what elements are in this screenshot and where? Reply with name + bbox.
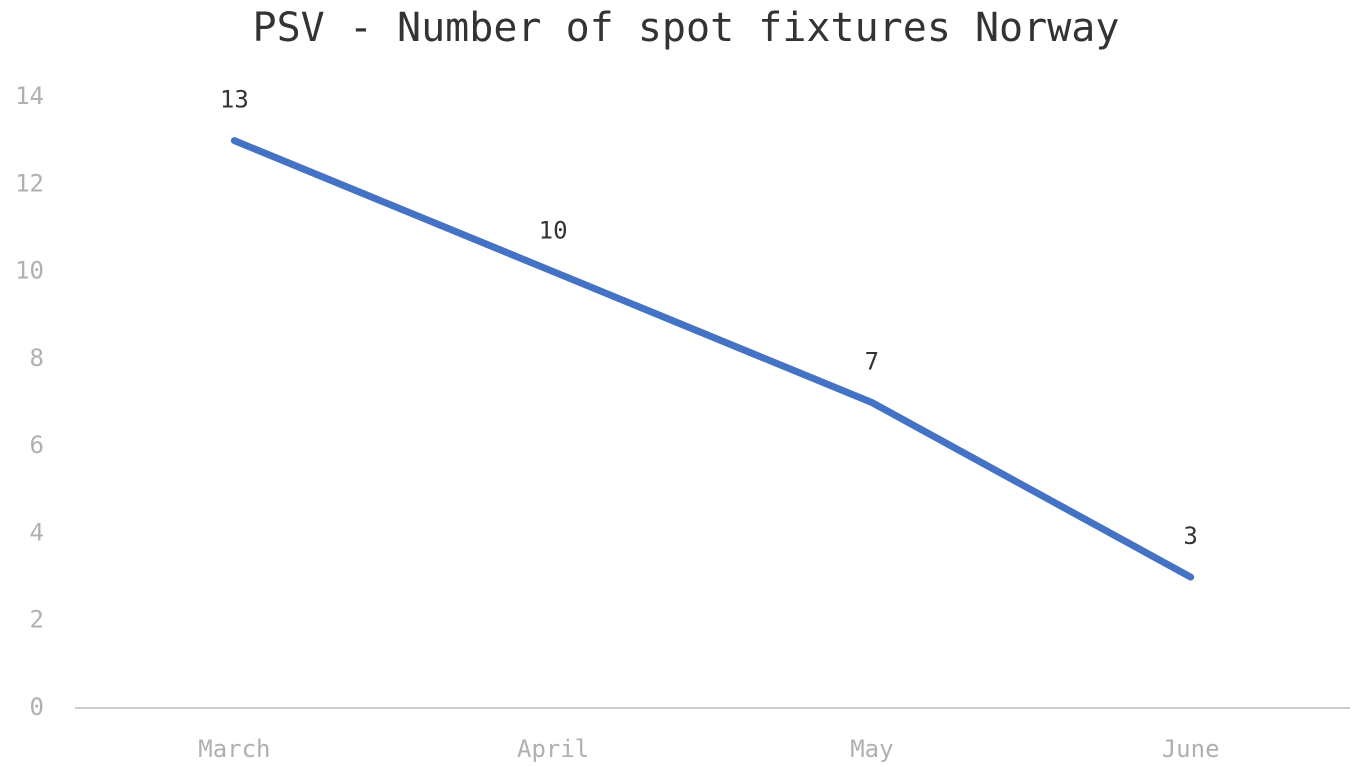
data-label: 3 [1183, 522, 1197, 550]
data-line [230, 137, 1195, 581]
y-tick-label: 14 [15, 82, 44, 110]
y-tick-label: 0 [30, 693, 44, 721]
data-label: 7 [865, 348, 879, 376]
y-tick-label: 12 [15, 169, 44, 197]
x-tick-label: April [517, 735, 589, 763]
y-tick-label: 6 [30, 431, 44, 459]
y-tick-label: 4 [30, 518, 44, 546]
data-label: 10 [539, 217, 568, 245]
y-tick-label: 2 [30, 606, 44, 634]
y-tick-label: 8 [30, 344, 44, 372]
x-tick-label: March [198, 735, 270, 763]
y-tick-label: 10 [15, 257, 44, 285]
x-tick-label: June [1162, 735, 1220, 763]
x-tick-label: May [850, 735, 893, 763]
chart-title: PSV - Number of spot fixtures Norway [253, 5, 1120, 51]
data-label: 13 [220, 86, 249, 114]
